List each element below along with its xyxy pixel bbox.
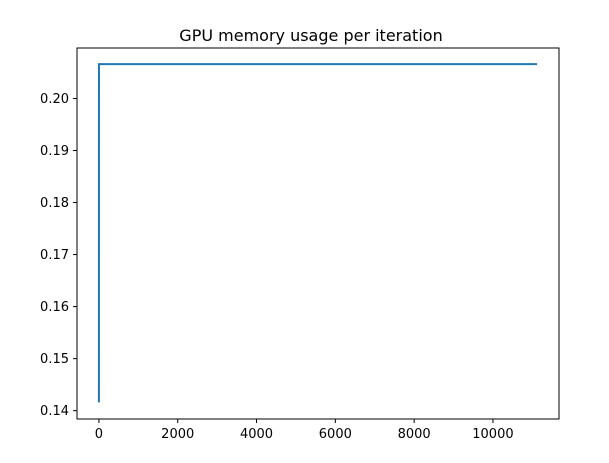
y-tick-label: 0.15 — [40, 352, 69, 367]
y-tick-label: 0.18 — [40, 196, 69, 211]
y-tick-label: 0.20 — [40, 92, 69, 107]
x-axis: 0 2000 4000 6000 8000 10000 — [95, 419, 514, 442]
x-tick-label: 2000 — [161, 427, 194, 442]
axes-frame — [76, 47, 560, 420]
x-tick-label: 4000 — [240, 427, 273, 442]
y-tick-label: 0.16 — [40, 300, 69, 315]
x-tick-label: 10000 — [472, 427, 513, 442]
x-tick-label: 8000 — [398, 427, 431, 442]
series-line-0 — [97, 63, 538, 403]
y-tick-label: 0.19 — [40, 144, 69, 159]
chart-title: GPU memory usage per iteration — [179, 26, 442, 45]
y-axis: 0.14 0.15 0.16 0.17 0.18 0.19 0.20 — [40, 92, 77, 419]
y-tick-label: 0.14 — [40, 404, 69, 419]
y-tick-label: 0.17 — [40, 248, 69, 263]
x-tick-label: 6000 — [319, 427, 352, 442]
plot-area — [97, 63, 538, 403]
x-tick-label: 0 — [95, 427, 103, 442]
